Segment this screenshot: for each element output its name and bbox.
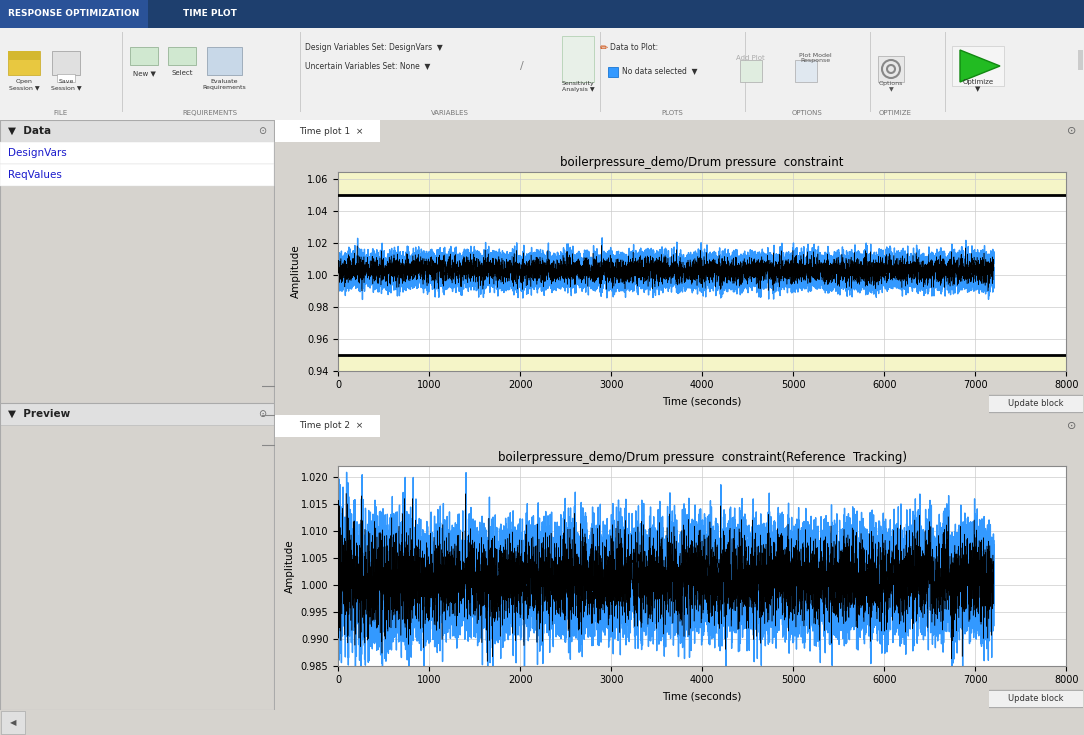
Text: TIME PLOT: TIME PLOT	[183, 10, 237, 18]
Text: Data to Plot:: Data to Plot:	[610, 43, 658, 52]
Bar	[0, 120, 275, 142]
Text: REQUIREMENTS: REQUIREMENTS	[182, 110, 237, 116]
Bar	[0, 142, 274, 164]
Text: /: /	[520, 61, 524, 71]
FancyBboxPatch shape	[985, 690, 1084, 708]
Text: Uncertain Variables Set: None  ▼: Uncertain Variables Set: None ▼	[305, 62, 430, 71]
Bar	[0, 0, 1084, 28]
Text: ▼  Preview: ▼ Preview	[8, 409, 70, 419]
Text: Evaluate
Requirements: Evaluate Requirements	[202, 79, 246, 90]
Text: Update block: Update block	[1008, 695, 1063, 703]
Text: Open
Session ▼: Open Session ▼	[9, 79, 39, 90]
Text: ⊙: ⊙	[1067, 126, 1076, 136]
Text: ◀: ◀	[10, 718, 16, 727]
Bar	[168, 47, 196, 65]
Text: Options
▼: Options ▼	[879, 81, 903, 92]
Text: OPTIMIZE: OPTIMIZE	[878, 110, 912, 116]
Text: ⊙: ⊙	[1067, 421, 1076, 431]
Bar	[0, 403, 275, 425]
Text: VARIABLES: VARIABLES	[431, 110, 469, 116]
Text: FILE: FILE	[54, 110, 68, 116]
Text: ⊙: ⊙	[258, 409, 267, 419]
Text: No data selected  ▼: No data selected ▼	[622, 66, 697, 76]
Title: boilerpressure_demo/Drum pressure  constraint: boilerpressure_demo/Drum pressure constr…	[560, 156, 844, 169]
Text: ⊙: ⊙	[258, 126, 267, 136]
Y-axis label: Amplitude: Amplitude	[292, 244, 301, 298]
Text: New ▼: New ▼	[132, 70, 155, 76]
X-axis label: Time (seconds): Time (seconds)	[662, 691, 741, 701]
Bar	[130, 47, 158, 65]
Bar	[275, 120, 380, 142]
Bar	[207, 47, 242, 75]
Bar	[740, 60, 762, 82]
Bar	[878, 56, 904, 82]
Bar	[275, 415, 380, 437]
Bar	[8, 51, 40, 60]
Bar	[608, 67, 618, 77]
Bar	[8, 51, 40, 75]
Text: Optimize
▼: Optimize ▼	[963, 79, 994, 92]
Text: PLOTS: PLOTS	[661, 110, 683, 116]
Bar	[338, 355, 1067, 370]
Bar	[57, 74, 75, 82]
Bar	[338, 171, 1067, 196]
Bar	[0, 164, 274, 186]
Text: RESPONSE OPTIMIZATION: RESPONSE OPTIMIZATION	[9, 10, 140, 18]
Bar	[952, 46, 1004, 86]
Polygon shape	[960, 50, 1001, 82]
Text: ✏: ✏	[601, 43, 608, 53]
Bar	[795, 60, 817, 82]
Bar	[0, 0, 149, 28]
Text: ▼  Data: ▼ Data	[8, 126, 51, 136]
FancyBboxPatch shape	[985, 395, 1084, 412]
Text: Plot Model
Response: Plot Model Response	[799, 53, 831, 63]
Text: Time plot 2  ×: Time plot 2 ×	[299, 421, 363, 431]
Text: Update block: Update block	[1008, 400, 1063, 409]
X-axis label: Time (seconds): Time (seconds)	[662, 396, 741, 406]
Text: DesignVars: DesignVars	[8, 148, 67, 158]
Text: OPTIONS: OPTIONS	[791, 110, 823, 116]
Text: Time plot 1  ×: Time plot 1 ×	[299, 126, 363, 135]
Y-axis label: Amplitude: Amplitude	[285, 539, 295, 593]
Text: Add Plot: Add Plot	[736, 55, 764, 61]
Bar	[1, 711, 25, 734]
Title: boilerpressure_demo/Drum pressure  constraint(Reference  Tracking): boilerpressure_demo/Drum pressure constr…	[498, 451, 906, 464]
Text: Save
Session ▼: Save Session ▼	[51, 79, 81, 90]
Text: ReqValues: ReqValues	[8, 170, 62, 180]
Bar	[52, 51, 80, 75]
Bar	[562, 36, 594, 82]
Bar	[1077, 50, 1083, 70]
Text: Sensitivity
Analysis ▼: Sensitivity Analysis ▼	[562, 81, 594, 92]
Text: Design Variables Set: DesignVars  ▼: Design Variables Set: DesignVars ▼	[305, 43, 442, 52]
Text: Select: Select	[171, 70, 193, 76]
Bar	[0, 28, 1084, 120]
